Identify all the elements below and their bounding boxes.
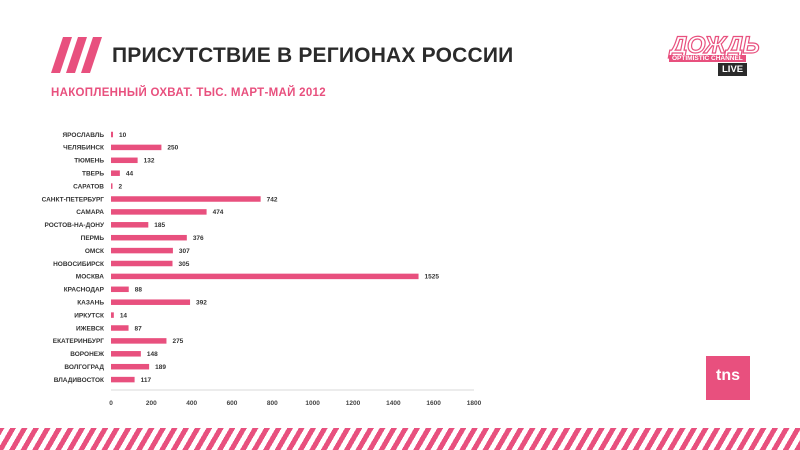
data-label: 189 — [155, 364, 166, 371]
x-tick-label: 1200 — [346, 400, 361, 407]
category-label: САМАРА — [76, 209, 104, 216]
bar — [111, 170, 120, 176]
bar — [111, 234, 187, 241]
category-label: РОСТОВ-НА-ДОНУ — [44, 222, 104, 229]
x-tick-label: 1600 — [426, 400, 441, 407]
data-label: 305 — [179, 261, 190, 268]
x-tick-label: 1000 — [305, 400, 320, 407]
data-label: 88 — [135, 287, 143, 294]
data-label: 2 — [119, 183, 123, 190]
category-label: ИЖЕВСК — [76, 325, 104, 332]
x-tick-label: 1800 — [467, 400, 482, 407]
category-label: ТЮМЕНЬ — [74, 158, 104, 165]
category-label: САРАТОВ — [73, 183, 104, 190]
logo-sub-text: OPTIMISTIC CHANNEL — [669, 55, 746, 62]
bar — [111, 363, 150, 370]
bar — [111, 209, 207, 215]
bar — [111, 273, 419, 280]
category-label: ЯРОСЛАВЛЬ — [62, 132, 104, 139]
data-label: 742 — [267, 196, 278, 203]
category-label: ЕКАТЕРИНБУРГ — [53, 338, 105, 345]
bar — [111, 376, 135, 383]
category-label: ВОЛГОГРАД — [64, 364, 104, 371]
data-label: 148 — [147, 351, 158, 358]
category-label: ТВЕРЬ — [82, 171, 104, 178]
logo-live-badge: LIVE — [718, 63, 748, 76]
data-label: 132 — [144, 158, 155, 165]
data-label: 185 — [154, 222, 165, 229]
category-label: САНКТ-ПЕТЕРБУРГ — [42, 196, 105, 203]
data-label: 44 — [126, 171, 134, 178]
page-title: ПРИСУТСТВИЕ В РЕГИОНАХ РОССИИ — [112, 44, 514, 67]
bar — [111, 351, 141, 357]
page-subtitle: НАКОПЛЕННЫЙ ОХВАТ. ТЫС. МАРТ-МАЙ 2012 — [51, 87, 326, 99]
data-label: 392 — [196, 300, 207, 307]
category-label: ОМСК — [85, 248, 104, 255]
category-label: КАЗАНЬ — [77, 300, 104, 307]
data-label: 275 — [172, 338, 183, 345]
data-label: 376 — [193, 235, 204, 242]
bar — [111, 131, 114, 138]
bar — [111, 286, 129, 293]
bar — [111, 222, 149, 228]
x-tick-label: 800 — [267, 400, 278, 407]
data-label: 10 — [119, 132, 127, 139]
bar — [111, 312, 114, 318]
bar — [111, 196, 261, 202]
tns-logo: tns — [706, 356, 750, 400]
data-label: 474 — [213, 209, 224, 216]
bar — [111, 260, 173, 267]
category-label: НОВОСИБИРСК — [53, 261, 104, 268]
data-label: 87 — [135, 325, 143, 332]
data-label: 250 — [167, 145, 178, 152]
category-label: ВОРОНЕЖ — [70, 351, 104, 358]
category-label: ПЕРМЬ — [81, 235, 105, 242]
x-tick-label: 0 — [109, 400, 113, 407]
bar — [111, 299, 191, 305]
slash-stripes-icon — [51, 37, 102, 73]
channel-logo: ДОЖДЬ OPTIMISTIC CHANNEL LIVE — [648, 31, 760, 80]
tns-logo-text: tns — [716, 367, 740, 384]
x-tick-label: 200 — [146, 400, 157, 407]
logo-main-text: ДОЖДЬ — [669, 31, 760, 59]
bar — [111, 338, 167, 344]
category-label: ЧЕЛЯБИНСК — [63, 145, 104, 152]
data-label: 1525 — [425, 274, 440, 281]
data-label: 14 — [120, 312, 128, 319]
bar — [111, 144, 162, 151]
category-label: ИРКУТСК — [74, 312, 104, 319]
category-label: КРАСНОДАР — [64, 287, 105, 294]
bottom-stripe-decoration — [0, 428, 800, 450]
bar — [111, 157, 138, 164]
data-label: 307 — [179, 248, 190, 255]
x-tick-label: 1400 — [386, 400, 401, 407]
x-tick-label: 600 — [227, 400, 238, 407]
category-label: ВЛАДИВОСТОК — [54, 377, 104, 384]
bar — [111, 183, 113, 189]
bar — [111, 325, 129, 331]
bar — [111, 247, 173, 254]
category-label: МОСКВА — [76, 274, 105, 281]
x-tick-label: 400 — [186, 400, 197, 407]
data-label: 117 — [141, 377, 152, 384]
